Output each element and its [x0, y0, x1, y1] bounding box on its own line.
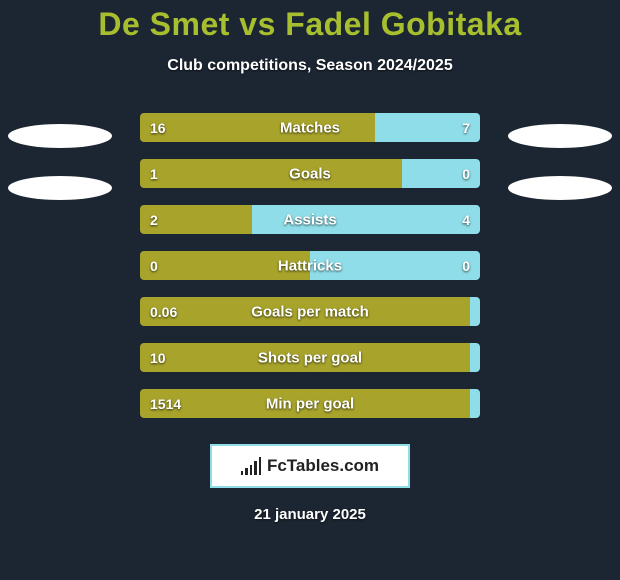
stat-row: Assists24: [140, 205, 480, 234]
player-left-badge-1: [8, 124, 112, 148]
stat-bar-left: [140, 297, 470, 326]
player-right-badge-1: [508, 124, 612, 148]
player-left-badge-2: [8, 176, 112, 200]
stat-row: Hattricks00: [140, 251, 480, 280]
stat-row: Min per goal1514: [140, 389, 480, 418]
stat-row: Shots per goal10: [140, 343, 480, 372]
footer-date: 21 january 2025: [0, 506, 620, 523]
bar-chart-icon: [241, 457, 261, 475]
brand-text: FcTables.com: [267, 456, 379, 476]
player-right-badge-2: [508, 176, 612, 200]
stat-bar-left: [140, 343, 470, 372]
stat-bar-right: [252, 205, 480, 234]
comparison-infographic: De Smet vs Fadel Gobitaka Club competiti…: [0, 0, 620, 580]
stat-bars-container: Matches167 Goals10 Assists24 Hattricks00 Goa…: [0, 113, 620, 418]
stat-bar-right: [375, 113, 480, 142]
stat-row: Goals10: [140, 159, 480, 188]
stat-bar-right: [402, 159, 480, 188]
stat-row: Goals per match0.06: [140, 297, 480, 326]
stat-bar-left: [140, 159, 402, 188]
stat-bar-left: [140, 113, 375, 142]
stat-row: Matches167: [140, 113, 480, 142]
stat-bar-left: [140, 205, 252, 234]
stat-bar-right: [470, 343, 480, 372]
stat-bar-left: [140, 251, 310, 280]
stat-bar-left: [140, 389, 470, 418]
stat-bar-right: [470, 389, 480, 418]
stat-bar-right: [310, 251, 480, 280]
subtitle: Club competitions, Season 2024/2025: [0, 57, 620, 75]
brand-badge: FcTables.com: [210, 444, 410, 488]
stat-bar-right: [470, 297, 480, 326]
page-title: De Smet vs Fadel Gobitaka: [0, 0, 620, 43]
